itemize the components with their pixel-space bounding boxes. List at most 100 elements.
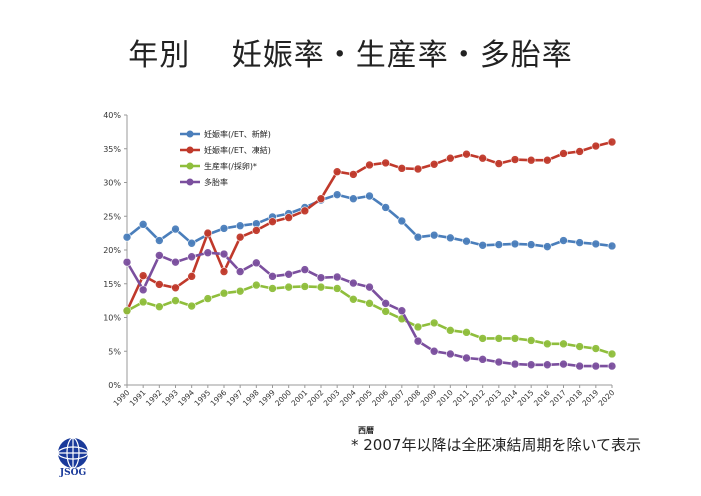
x-tick-label: 1994: [176, 388, 196, 408]
data-point: [349, 194, 358, 203]
data-point: [235, 267, 245, 276]
jsog-logo-icon: [57, 437, 89, 469]
x-tick-labels: 1990199119921993199419951996199719981999…: [112, 385, 617, 408]
data-point: [381, 158, 390, 168]
data-point: [526, 240, 536, 249]
x-tick-label: 2008: [403, 388, 423, 408]
data-point: [219, 249, 229, 259]
y-tick-label: 40%: [103, 111, 121, 120]
x-axis-label: 西暦: [358, 426, 374, 435]
data-point: [607, 137, 617, 147]
x-tick-label: 2007: [386, 388, 406, 408]
x-tick-label: 2015: [516, 388, 536, 408]
series-line: [125, 251, 612, 368]
data-point: [187, 252, 196, 262]
x-tick-label: 2004: [338, 388, 358, 408]
data-point: [284, 282, 293, 292]
x-tick-label: 2013: [483, 388, 503, 408]
x-tick-label: 2002: [306, 388, 326, 408]
data-point: [446, 153, 455, 163]
data-point: [155, 251, 164, 260]
data-point: [365, 191, 374, 201]
legend-label: 妊娠率(/ET、新鮮): [204, 129, 271, 139]
data-point: [122, 232, 132, 242]
data-point: [446, 326, 455, 335]
data-point: [316, 194, 326, 203]
data-point: [171, 296, 180, 305]
data-point: [235, 286, 245, 296]
data-point: [235, 221, 245, 230]
footnote: * 2007年以降は全胚凍結周期を除いて表示: [351, 436, 641, 454]
data-point: [397, 164, 407, 173]
data-point: [543, 339, 552, 349]
data-point: [171, 224, 180, 234]
series-line: [126, 193, 613, 248]
data-point: [510, 359, 520, 369]
legend-label: 多胎率: [204, 177, 228, 187]
data-point: [316, 282, 326, 292]
data-point: [138, 297, 148, 307]
data-point: [252, 258, 261, 268]
data-point: [429, 230, 439, 240]
x-tick-label: 2001: [289, 388, 309, 408]
data-point: [462, 353, 471, 363]
data-point: [219, 267, 229, 276]
legend-swatch-marker: [186, 130, 194, 138]
data-point: [365, 160, 374, 170]
legend-swatch-marker: [186, 178, 194, 186]
data-point: [138, 285, 148, 295]
x-tick-label: 2012: [467, 388, 487, 408]
data-point: [171, 283, 180, 293]
x-tick-label: 1991: [128, 388, 148, 408]
data-point: [365, 299, 374, 308]
data-point: [607, 349, 617, 359]
data-point: [591, 239, 601, 249]
data-point: [219, 288, 229, 298]
data-point: [284, 213, 293, 222]
data-point: [235, 232, 245, 242]
data-point: [413, 232, 423, 242]
data-point: [543, 360, 552, 370]
data-point: [332, 167, 342, 176]
data-point: [316, 273, 326, 282]
x-tick-label: 2010: [435, 388, 455, 408]
chart-axes: [126, 115, 612, 386]
x-tick-label: 1996: [209, 388, 229, 408]
data-point: [284, 269, 293, 279]
data-point: [478, 240, 487, 250]
x-tick-label: 2018: [564, 388, 584, 408]
series-2: [122, 137, 617, 316]
data-point: [559, 339, 568, 349]
data-point: [171, 257, 180, 267]
data-point: [187, 301, 196, 311]
data-point: [155, 280, 164, 289]
x-tick-label: 1998: [241, 388, 261, 408]
data-point: [478, 153, 487, 163]
data-point: [478, 355, 487, 364]
y-tick-label: 0%: [108, 381, 121, 390]
y-tick-label: 25%: [103, 212, 121, 221]
x-tick-label: 1992: [144, 388, 164, 408]
data-point: [138, 271, 148, 280]
x-tick-label: 2003: [322, 388, 342, 408]
y-tick-label: 10%: [103, 314, 121, 323]
legend-swatch-marker: [186, 146, 194, 154]
data-point: [543, 242, 552, 251]
x-tick-label: 2006: [370, 388, 390, 408]
data-point: [607, 241, 617, 251]
legend-swatch-marker: [186, 162, 194, 170]
data-point: [300, 265, 310, 274]
data-point: [155, 236, 164, 245]
series-3: [122, 280, 617, 359]
data-point: [526, 155, 536, 165]
y-tick-label: 30%: [103, 179, 121, 188]
data-point: [575, 361, 584, 371]
data-point: [575, 342, 584, 351]
x-tick-label: 2019: [580, 388, 600, 408]
data-point: [575, 147, 584, 156]
data-point: [332, 272, 342, 282]
data-point: [397, 306, 407, 316]
data-point: [413, 336, 423, 346]
data-point: [607, 361, 617, 371]
page-title: 年別 妊娠率・生産率・多胎率: [128, 38, 573, 73]
